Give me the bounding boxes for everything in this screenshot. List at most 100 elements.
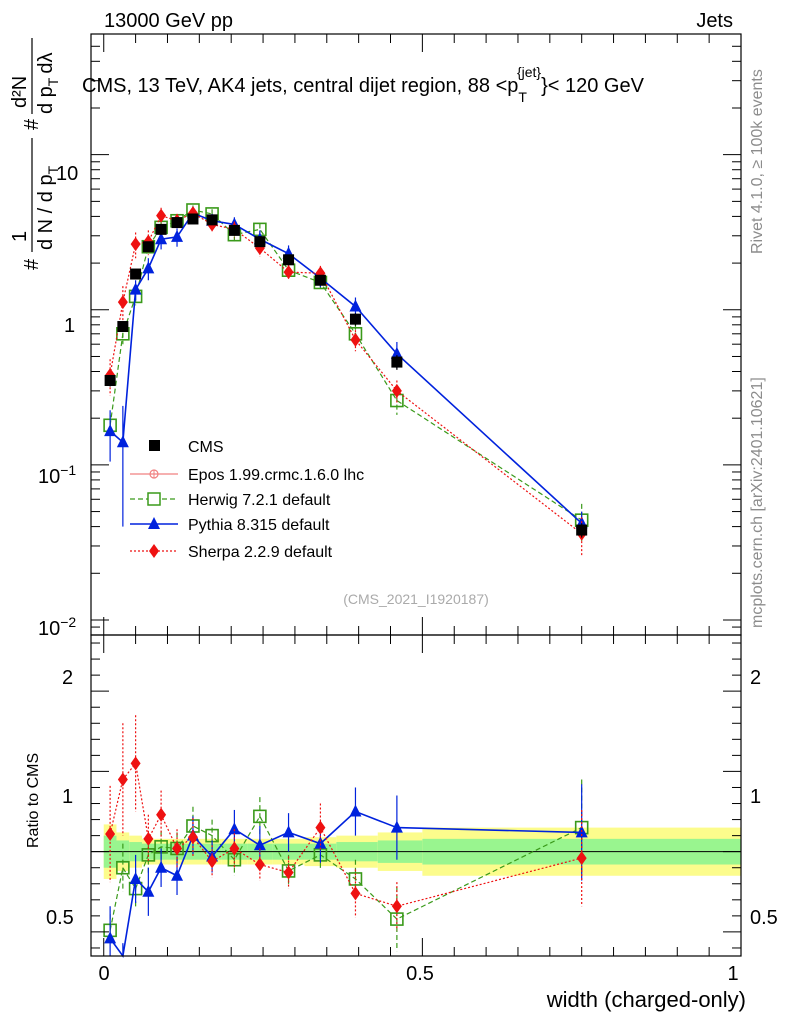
point-sherpa xyxy=(130,237,141,252)
point-cms xyxy=(206,214,218,226)
ratio-point-herwig xyxy=(227,852,242,867)
point-pythia xyxy=(116,435,129,448)
ratio-panel-frame xyxy=(90,634,742,957)
main-y-axis-label: # 1 d N / d pT # d²N d pTdλ xyxy=(9,38,61,270)
ratio-point-sherpa xyxy=(156,807,167,822)
legend-marker-herwig xyxy=(147,492,161,506)
point-sherpa xyxy=(283,265,294,280)
x-tick-labels: 0 0.5 1 xyxy=(98,963,738,985)
ratio-point-herwig xyxy=(205,828,219,843)
point-cms xyxy=(104,374,116,386)
series-pythia xyxy=(104,206,588,538)
point-cms xyxy=(254,236,266,248)
point-pythia xyxy=(104,424,117,437)
ratio-point-herwig xyxy=(141,848,156,862)
ratio-point-pythia xyxy=(314,836,327,849)
point-cms xyxy=(142,241,154,253)
ratio-point-sherpa xyxy=(229,841,240,856)
ratio-point-pythia xyxy=(349,804,362,817)
ratio-point-herwig xyxy=(116,860,130,875)
ratio-point-sherpa xyxy=(207,854,218,869)
legend-entry-epos: Epos 1.99.crmc.1.6.0 lhc xyxy=(130,467,364,484)
ratio-tick-left-2: 2 xyxy=(62,667,73,689)
point-pythia xyxy=(390,346,403,359)
svg-text:d N / d pT: d N / d pT xyxy=(35,165,61,250)
point-cms xyxy=(117,321,129,333)
point-sherpa xyxy=(391,383,402,398)
legend-entry-herwig: Herwig 7.2.1 default xyxy=(130,492,331,509)
plot-title: CMS, 13 TeV, AK4 jets, central dijet reg… xyxy=(82,64,645,105)
ratio-point-pythia xyxy=(282,825,295,838)
legend-marker-pythia xyxy=(148,517,160,529)
svg-text:#: # xyxy=(21,258,43,270)
point-cms xyxy=(576,524,588,536)
ratio-point-sherpa xyxy=(143,831,154,846)
legend-marker-cms xyxy=(149,440,160,451)
point-cms xyxy=(228,224,240,236)
point-sherpa xyxy=(156,208,167,223)
ratio-panel-series xyxy=(103,715,589,959)
ratio-point-pythia xyxy=(171,868,184,881)
legend-entry-sherpa: Sherpa 2.2.9 default xyxy=(130,544,333,561)
y-tick-label-1em1: 10−1 xyxy=(38,462,76,488)
legend-entry-cms: CMS xyxy=(149,439,224,456)
point-cms xyxy=(155,223,167,235)
ratio-point-pythia xyxy=(104,931,117,944)
ratio-point-pythia xyxy=(390,820,403,833)
ratio-point-sherpa xyxy=(391,899,402,914)
x-tick-label-0: 0 xyxy=(98,963,109,985)
y-tick-label-1em2: 10−2 xyxy=(38,614,76,640)
ratio-point-sherpa xyxy=(315,820,326,835)
ratio-point-sherpa xyxy=(187,830,198,845)
legend-label-sherpa: Sherpa 2.2.9 default xyxy=(188,544,333,561)
point-pythia xyxy=(349,299,362,312)
point-sherpa xyxy=(350,332,361,347)
axis-ticks xyxy=(91,33,742,956)
legend-entry-pythia: Pythia 8.315 default xyxy=(130,517,330,534)
ratio-tick-right-2: 2 xyxy=(750,667,761,689)
legend-label-epos: Epos 1.99.crmc.1.6.0 lhc xyxy=(188,467,364,484)
svg-text:#: # xyxy=(21,118,43,130)
svg-text:d pTdλ: d pTdλ xyxy=(35,53,61,115)
svg-text:1: 1 xyxy=(9,231,31,242)
point-pythia xyxy=(142,261,155,274)
svg-text:d²N: d²N xyxy=(9,76,31,108)
legend-label-pythia: Pythia 8.315 default xyxy=(188,517,330,534)
ratio-point-sherpa xyxy=(576,851,587,866)
ratio-series-sherpa xyxy=(105,715,587,931)
main-y-tick-labels: 10−2 10−1 1 10 xyxy=(38,163,78,640)
ratio-point-pythia xyxy=(253,838,266,851)
ratio-y-tick-labels: 2 1 0.5 2 1 0.5 xyxy=(46,667,778,929)
ratio-point-herwig xyxy=(253,809,267,824)
legend-marker-sherpa xyxy=(149,544,159,558)
series-herwig xyxy=(103,203,589,542)
point-cms xyxy=(349,313,361,325)
ratio-point-sherpa xyxy=(117,772,128,787)
main-panel-series xyxy=(103,203,589,556)
legend: CMS Epos 1.99.crmc.1.6.0 lhc Herwig 7.2.… xyxy=(130,439,364,561)
ratio-point-sherpa xyxy=(254,857,265,872)
point-cms xyxy=(130,268,142,280)
series-line-sherpa xyxy=(109,212,583,535)
ratio-point-pythia xyxy=(155,860,168,873)
header-energy: 13000 GeV pp xyxy=(104,10,233,32)
y-tick-label-10: 10 xyxy=(56,163,78,185)
ratio-point-sherpa xyxy=(350,886,361,901)
ratio-point-pythia xyxy=(129,871,142,884)
x-tick-label-1: 1 xyxy=(727,963,738,985)
ratio-y-axis-label: Ratio to CMS xyxy=(25,753,42,848)
point-pythia xyxy=(171,229,184,242)
ratio-tick-right-1: 1 xyxy=(750,786,761,808)
ratio-point-sherpa xyxy=(172,841,183,856)
ratio-tick-right-05: 0.5 xyxy=(750,907,778,929)
mcplots-citation-label: mcplots.cern.ch [arXiv:2401.10621] xyxy=(749,377,766,628)
point-cms xyxy=(314,274,326,286)
series-cms xyxy=(104,213,588,538)
ratio-point-sherpa xyxy=(283,865,294,880)
ratio-tick-left-1: 1 xyxy=(62,786,73,808)
ratio-tick-left-05: 0.5 xyxy=(46,907,74,929)
point-cms xyxy=(171,217,183,229)
point-cms xyxy=(187,213,199,225)
point-pythia xyxy=(129,282,142,295)
